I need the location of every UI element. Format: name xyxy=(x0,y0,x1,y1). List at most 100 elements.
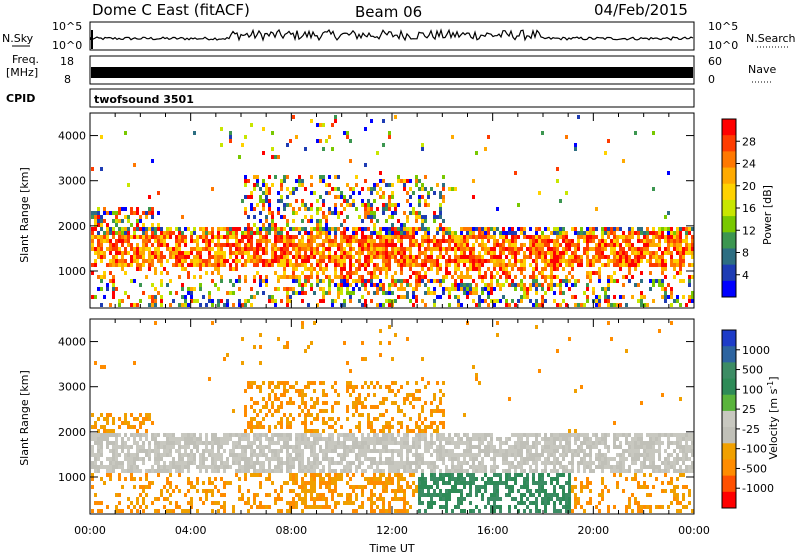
heatmap-cell xyxy=(385,275,388,279)
heatmap-cell xyxy=(211,501,214,505)
heatmap-cell xyxy=(103,219,106,223)
heatmap-cell xyxy=(529,263,532,267)
heatmap-cell xyxy=(355,441,358,445)
heatmap-cell xyxy=(316,235,319,239)
heatmap-cell xyxy=(145,275,148,279)
heatmap-cell xyxy=(334,207,337,211)
heatmap-cell xyxy=(430,263,433,267)
heatmap-cell xyxy=(481,235,484,239)
heatmap-cell xyxy=(304,255,307,259)
heatmap-cell xyxy=(184,295,187,299)
heatmap-cell xyxy=(481,449,484,453)
heatmap-cell xyxy=(601,227,604,231)
heatmap-cell xyxy=(415,271,418,275)
heatmap-cell xyxy=(442,247,445,251)
heatmap-cell xyxy=(310,267,313,271)
heatmap-cell xyxy=(415,397,418,401)
heatmap-cell xyxy=(646,247,649,251)
heatmap-cell xyxy=(352,263,355,267)
heatmap-cell xyxy=(529,243,532,247)
colorbar-swatch xyxy=(722,232,736,249)
heatmap-cell xyxy=(400,271,403,275)
heatmap-cell xyxy=(313,267,316,271)
colorbar-swatch xyxy=(722,280,736,298)
heatmap-cell xyxy=(319,231,322,235)
heatmap-cell xyxy=(169,445,172,449)
heatmap-cell xyxy=(112,231,115,235)
heatmap-cell xyxy=(379,481,382,485)
heatmap-cell xyxy=(556,235,559,239)
heatmap-cell xyxy=(607,227,610,231)
heatmap-cell xyxy=(301,321,304,325)
heatmap-cell xyxy=(457,263,460,267)
heatmap-cell xyxy=(466,227,469,231)
heatmap-cell xyxy=(166,433,169,437)
y-tick-label: 4000 xyxy=(58,130,86,143)
heatmap-cell xyxy=(325,291,328,295)
heatmap-cell xyxy=(433,247,436,251)
heatmap-cell xyxy=(370,429,373,433)
heatmap-cell xyxy=(598,259,601,263)
heatmap-cell xyxy=(481,461,484,465)
heatmap-cell xyxy=(376,437,379,441)
heatmap-cell xyxy=(385,433,388,437)
heatmap-cell xyxy=(391,357,394,361)
heatmap-cell xyxy=(244,457,247,461)
heatmap-cell xyxy=(388,469,391,473)
heatmap-cell xyxy=(316,461,319,465)
heatmap-cell xyxy=(343,299,346,303)
heatmap-cell xyxy=(322,123,325,127)
heatmap-cell xyxy=(136,429,139,433)
heatmap-cell xyxy=(469,263,472,267)
heatmap-cell xyxy=(190,441,193,445)
heatmap-cell xyxy=(253,493,256,497)
heatmap-cell xyxy=(601,263,604,267)
heatmap-cell xyxy=(568,259,571,263)
heatmap-cell xyxy=(133,361,136,365)
heatmap-cell xyxy=(340,235,343,239)
heatmap-cell xyxy=(538,303,541,307)
heatmap-cell xyxy=(520,485,523,489)
heatmap-cell xyxy=(388,263,391,267)
heatmap-cell xyxy=(373,477,376,481)
heatmap-cell xyxy=(295,389,298,393)
heatmap-cell xyxy=(142,417,145,421)
heatmap-cell xyxy=(163,445,166,449)
heatmap-cell xyxy=(361,445,364,449)
nsky-tick-bottom: 10^0 xyxy=(52,39,82,52)
heatmap-cell xyxy=(493,287,496,291)
heatmap-cell xyxy=(514,469,517,473)
heatmap-cell xyxy=(622,231,625,235)
heatmap-cell xyxy=(649,271,652,275)
heatmap-cell xyxy=(334,401,337,405)
heatmap-cell xyxy=(286,303,289,307)
heatmap-cell xyxy=(253,425,256,429)
heatmap-cell xyxy=(436,465,439,469)
heatmap-cell xyxy=(247,251,250,255)
heatmap-cell xyxy=(571,267,574,271)
heatmap-cell xyxy=(319,195,322,199)
heatmap-cell xyxy=(148,481,151,485)
heatmap-cell xyxy=(100,449,103,453)
heatmap-cell xyxy=(382,425,385,429)
heatmap-cell xyxy=(511,489,514,493)
heatmap-cell xyxy=(94,235,97,239)
heatmap-cell xyxy=(214,283,217,287)
heatmap-cell xyxy=(292,457,295,461)
heatmap-cell xyxy=(304,263,307,267)
heatmap-cell xyxy=(265,493,268,497)
heatmap-cell xyxy=(253,207,256,211)
heatmap-cell xyxy=(388,425,391,429)
heatmap-cell xyxy=(490,227,493,231)
heatmap-cell xyxy=(520,449,523,453)
heatmap-cell xyxy=(376,469,379,473)
heatmap-cell xyxy=(355,397,358,401)
heatmap-cell xyxy=(271,299,274,303)
heatmap-cell xyxy=(178,235,181,239)
heatmap-cell xyxy=(256,493,259,497)
heatmap-cell xyxy=(379,179,382,183)
heatmap-cell xyxy=(304,473,307,477)
heatmap-cell xyxy=(433,473,436,477)
heatmap-cell xyxy=(421,461,424,465)
heatmap-cell xyxy=(166,453,169,457)
